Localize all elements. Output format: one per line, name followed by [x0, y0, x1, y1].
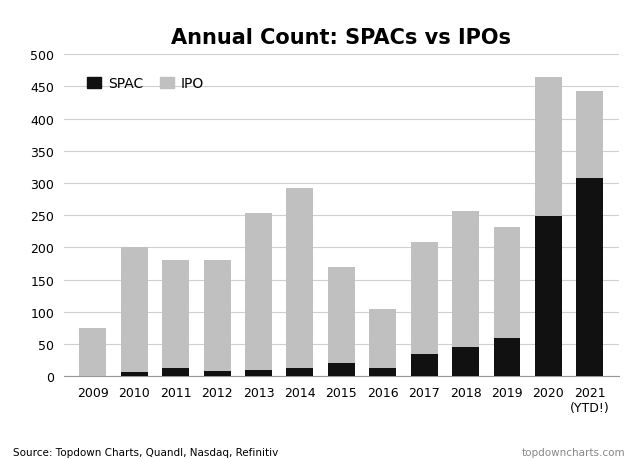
- Bar: [535, 217, 562, 376]
- Bar: [535, 78, 562, 217]
- Bar: [576, 179, 604, 376]
- Bar: [411, 354, 438, 376]
- Bar: [369, 368, 396, 376]
- Bar: [204, 371, 230, 376]
- Bar: [411, 242, 438, 354]
- Bar: [328, 364, 355, 376]
- Bar: [121, 372, 147, 376]
- Bar: [79, 328, 107, 376]
- Bar: [369, 309, 396, 368]
- Bar: [204, 261, 230, 371]
- Bar: [162, 261, 189, 368]
- Bar: [286, 189, 313, 369]
- Bar: [121, 248, 147, 372]
- Bar: [162, 368, 189, 376]
- Bar: [245, 370, 272, 376]
- Bar: [494, 338, 521, 376]
- Bar: [245, 214, 272, 370]
- Title: Annual Count: SPACs vs IPOs: Annual Count: SPACs vs IPOs: [172, 28, 511, 48]
- Bar: [452, 347, 479, 376]
- Text: Source: Topdown Charts, Quandl, Nasdaq, Refinitiv: Source: Topdown Charts, Quandl, Nasdaq, …: [13, 447, 278, 457]
- Bar: [452, 212, 479, 347]
- Bar: [286, 369, 313, 376]
- Bar: [328, 267, 355, 364]
- Text: topdowncharts.com: topdowncharts.com: [522, 447, 625, 457]
- Bar: [494, 228, 521, 338]
- Legend: SPAC, IPO: SPAC, IPO: [82, 72, 210, 97]
- Bar: [576, 92, 604, 179]
